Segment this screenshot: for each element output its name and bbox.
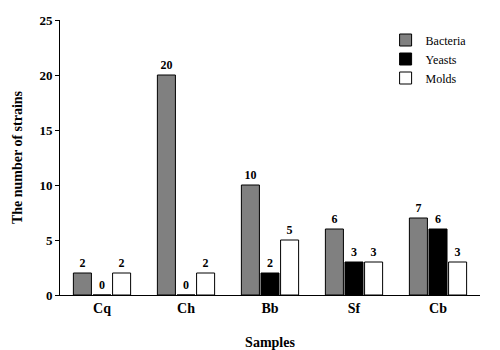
svg-text:3: 3	[371, 245, 377, 259]
svg-text:Bacteria: Bacteria	[426, 34, 467, 48]
svg-text:15: 15	[39, 123, 53, 138]
svg-text:6: 6	[331, 212, 337, 226]
svg-text:3: 3	[455, 245, 461, 259]
svg-text:The number of strains: The number of strains	[10, 90, 25, 224]
svg-text:2: 2	[203, 256, 209, 270]
svg-text:6: 6	[435, 212, 441, 226]
svg-text:2: 2	[119, 256, 125, 270]
svg-text:5: 5	[46, 233, 53, 248]
svg-text:Bb: Bb	[261, 301, 278, 316]
svg-text:5: 5	[287, 223, 293, 237]
svg-text:Cq: Cq	[93, 301, 111, 316]
svg-text:10: 10	[39, 178, 52, 193]
svg-text:10: 10	[244, 168, 256, 182]
svg-text:Sf: Sf	[348, 301, 361, 316]
svg-text:Cb: Cb	[429, 301, 447, 316]
svg-text:0: 0	[183, 278, 189, 292]
svg-text:2: 2	[267, 256, 273, 270]
svg-text:0: 0	[99, 278, 105, 292]
svg-text:Ch: Ch	[177, 301, 195, 316]
svg-text:0: 0	[46, 288, 53, 303]
svg-text:20: 20	[160, 58, 172, 72]
svg-text:25: 25	[39, 13, 53, 28]
svg-text:7: 7	[415, 201, 421, 215]
svg-text:3: 3	[351, 245, 357, 259]
svg-text:Yeasts: Yeasts	[426, 53, 457, 67]
svg-text:Molds: Molds	[426, 72, 457, 86]
svg-text:20: 20	[39, 68, 52, 83]
svg-text:Samples: Samples	[245, 335, 295, 350]
svg-text:2: 2	[79, 256, 85, 270]
